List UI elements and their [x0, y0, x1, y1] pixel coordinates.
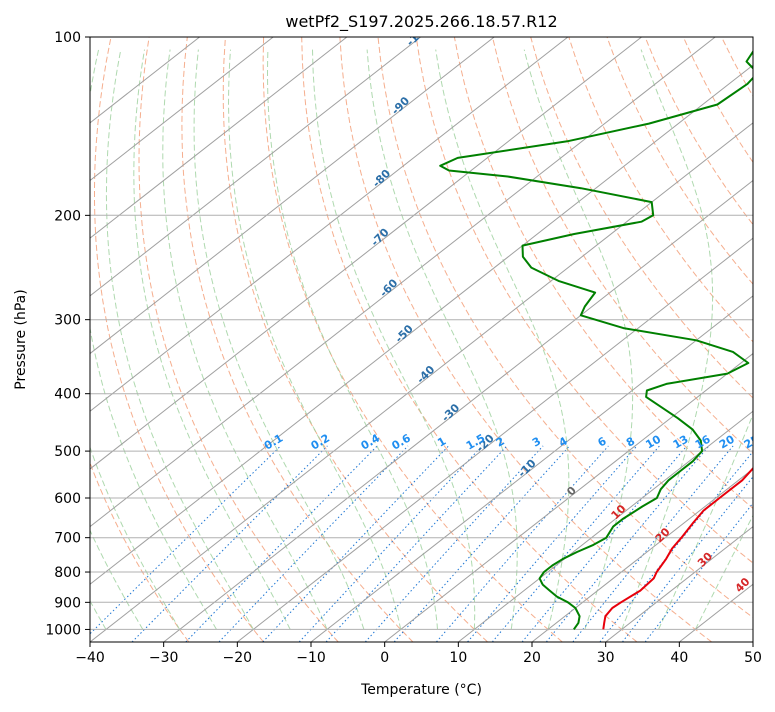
isotherm-label: -30 — [439, 401, 462, 424]
x-tick-label: 50 — [744, 650, 762, 666]
isotherm-label: -90 — [389, 94, 412, 117]
x-tick-label: 0 — [380, 650, 389, 666]
mixing-ratio-label: 6 — [595, 434, 608, 449]
dry-adiabat — [645, 37, 775, 642]
mixing-ratio-label: 3 — [530, 435, 543, 450]
isotherm-line — [0, 37, 568, 642]
mixing-ratio-line — [263, 446, 449, 642]
isotherm-line — [753, 37, 775, 642]
isotherm-label: 10 — [609, 502, 629, 522]
dry-adiabat — [722, 37, 775, 642]
x-tick-label: 10 — [449, 650, 467, 666]
moist-adiabat — [229, 50, 401, 630]
dry-adiabat — [531, 37, 775, 642]
moist-adiabat — [163, 50, 327, 630]
dry-adiabat — [223, 37, 487, 642]
dewpoint-profile-line — [440, 37, 775, 629]
isotherm-line — [458, 37, 775, 642]
mixing-ratio-line — [546, 446, 709, 642]
isotherm-label: -50 — [393, 322, 416, 345]
moist-adiabat — [524, 50, 632, 630]
y-tick-label: 500 — [54, 444, 81, 460]
moist-adiabat — [622, 50, 713, 630]
y-tick-label: 300 — [54, 313, 81, 329]
isotherm-line — [0, 37, 494, 642]
isotherm-label: -80 — [370, 167, 393, 190]
isotherm-line — [532, 37, 775, 642]
x-axis-label: Temperature (°C) — [360, 682, 482, 698]
isotherm-label: 30 — [695, 549, 715, 569]
chart-title: wetPf2_S197.2025.266.18.57.R12 — [285, 12, 557, 32]
mixing-ratio-label: 1 — [435, 435, 448, 450]
y-tick-label: 1000 — [45, 622, 81, 638]
isotherm-label: 40 — [733, 575, 753, 595]
isotherm-line — [0, 37, 200, 642]
mixing-ratio-line — [365, 446, 543, 642]
plot-frame — [90, 37, 753, 642]
x-tick-label: −10 — [296, 650, 326, 666]
isotherm-line — [0, 37, 273, 642]
isotherm-line — [0, 37, 642, 642]
moist-adiabat — [367, 50, 517, 630]
y-tick-label: 200 — [54, 208, 81, 224]
y-tick-label: 100 — [54, 30, 81, 46]
dry-adiabat — [760, 37, 775, 642]
dry-adiabat — [48, 37, 189, 642]
isotherm-label: -70 — [368, 226, 391, 249]
moist-adiabat — [80, 50, 216, 630]
y-tick-label: 600 — [54, 491, 81, 507]
x-tick-label: −20 — [223, 650, 253, 666]
dry-adiabat — [454, 37, 775, 642]
mixing-ratio-label: 0.2 — [309, 432, 332, 453]
isotherm-line — [0, 37, 421, 642]
mixing-ratio-line — [82, 446, 281, 642]
isotherm-label: -40 — [414, 363, 437, 386]
mixing-ratio-line — [326, 446, 507, 642]
y-axis-label: Pressure (hPa) — [13, 289, 29, 389]
mixing-ratio-label: 10 — [643, 432, 663, 451]
mixing-ratio-line — [468, 446, 637, 642]
isotherm-label: -60 — [377, 276, 400, 299]
mixing-ratio-line — [645, 446, 775, 642]
moist-adiabat — [659, 50, 775, 630]
x-tick-label: −30 — [149, 650, 179, 666]
mixing-ratio-line — [299, 446, 482, 642]
isotherm-label: -10 — [515, 457, 538, 480]
y-tick-label: 400 — [54, 387, 81, 403]
mixing-ratio-label: 30 — [762, 432, 775, 451]
y-tick-label: 700 — [54, 531, 81, 547]
dry-adiabat — [302, 37, 637, 642]
x-tick-label: −40 — [75, 650, 105, 666]
x-tick-label: 30 — [597, 650, 615, 666]
x-tick-label: 20 — [523, 650, 541, 666]
dry-adiabat — [95, 37, 264, 642]
x-tick-label: 40 — [670, 650, 688, 666]
mixing-ratio-label: 2 — [494, 435, 507, 450]
dry-adiabat — [263, 37, 562, 642]
mixing-ratio-line — [622, 446, 775, 642]
y-tick-label: 800 — [54, 565, 81, 581]
y-tick-label: 900 — [54, 595, 81, 611]
